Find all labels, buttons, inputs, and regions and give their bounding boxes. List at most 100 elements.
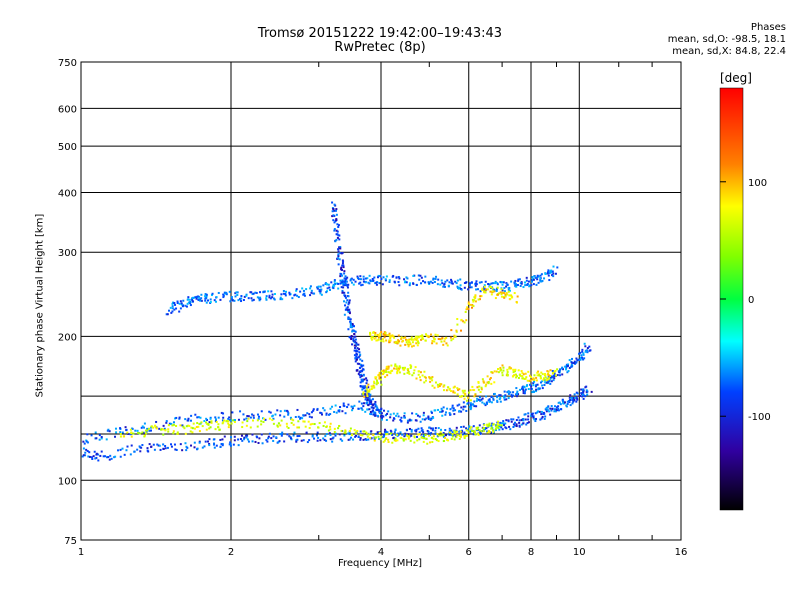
data-point <box>427 430 430 433</box>
data-point <box>542 412 545 415</box>
data-point <box>486 423 489 426</box>
data-point <box>150 429 153 432</box>
data-point <box>455 436 458 439</box>
data-point <box>575 391 578 394</box>
data-point <box>387 438 390 441</box>
data-point <box>85 440 88 443</box>
data-point <box>323 409 326 412</box>
data-point <box>522 422 525 425</box>
data-point <box>414 366 417 369</box>
data-point <box>362 275 365 278</box>
data-point <box>500 426 503 429</box>
data-point <box>430 411 433 414</box>
data-point <box>203 445 206 448</box>
data-point <box>325 433 328 436</box>
data-point <box>378 377 381 380</box>
data-point <box>221 438 224 441</box>
data-point <box>467 430 470 433</box>
data-point <box>424 281 427 284</box>
data-point <box>434 429 437 432</box>
data-point <box>476 386 479 389</box>
data-point <box>513 370 516 373</box>
data-point <box>412 344 415 347</box>
data-point <box>201 425 204 428</box>
data-point <box>491 287 494 290</box>
data-point <box>346 308 349 311</box>
data-point <box>219 438 222 441</box>
data-point <box>353 354 356 357</box>
data-point <box>576 398 579 401</box>
data-point <box>250 297 253 300</box>
data-point <box>477 298 480 301</box>
data-point <box>494 280 497 283</box>
data-point <box>95 456 98 459</box>
data-point <box>184 304 187 307</box>
data-point <box>251 433 254 436</box>
data-point <box>410 338 413 341</box>
data-point <box>509 298 512 301</box>
data-point <box>517 416 520 419</box>
data-point <box>502 281 505 284</box>
data-point <box>224 292 227 295</box>
data-point <box>366 435 369 438</box>
data-point <box>355 350 358 353</box>
data-point <box>540 381 543 384</box>
data-point <box>348 317 351 320</box>
data-point <box>273 298 276 301</box>
data-point <box>469 389 472 392</box>
data-point <box>394 341 397 344</box>
data-point <box>132 432 135 435</box>
data-point <box>107 456 110 459</box>
data-point <box>333 229 336 232</box>
data-point <box>405 341 408 344</box>
data-point <box>347 309 350 312</box>
data-point <box>442 343 445 346</box>
data-point <box>233 419 236 422</box>
data-point <box>344 296 347 299</box>
data-point <box>246 438 249 441</box>
data-point <box>369 393 372 396</box>
data-point <box>172 430 175 433</box>
data-point <box>245 436 248 439</box>
data-point <box>332 214 335 217</box>
data-point <box>534 276 537 279</box>
data-point <box>335 411 338 414</box>
data-point <box>532 416 535 419</box>
data-point <box>447 386 450 389</box>
data-point <box>359 434 362 437</box>
data-point <box>325 439 328 442</box>
data-point <box>288 291 291 294</box>
data-point <box>505 285 508 288</box>
data-point <box>400 337 403 340</box>
data-point <box>304 425 307 428</box>
data-point <box>265 439 268 442</box>
data-point <box>380 418 383 421</box>
data-point <box>333 431 336 434</box>
data-point <box>181 449 184 452</box>
data-point <box>174 303 177 306</box>
data-point <box>179 307 182 310</box>
data-point <box>104 455 107 458</box>
data-point <box>517 279 520 282</box>
data-point <box>380 339 383 342</box>
data-point <box>480 430 483 433</box>
data-point <box>372 386 375 389</box>
data-point <box>504 295 507 298</box>
data-point <box>410 430 413 433</box>
data-point <box>373 413 376 416</box>
data-point <box>546 408 549 411</box>
data-point <box>376 414 379 417</box>
data-point <box>362 391 365 394</box>
data-point <box>406 419 409 422</box>
data-point <box>507 290 510 293</box>
data-point <box>230 422 233 425</box>
data-point <box>470 430 473 433</box>
data-point <box>82 447 85 450</box>
data-point <box>496 422 499 425</box>
data-point <box>280 434 283 437</box>
data-point <box>150 425 153 428</box>
data-point <box>585 389 588 392</box>
data-point <box>481 401 484 404</box>
data-point <box>515 387 518 390</box>
data-point <box>353 325 356 328</box>
